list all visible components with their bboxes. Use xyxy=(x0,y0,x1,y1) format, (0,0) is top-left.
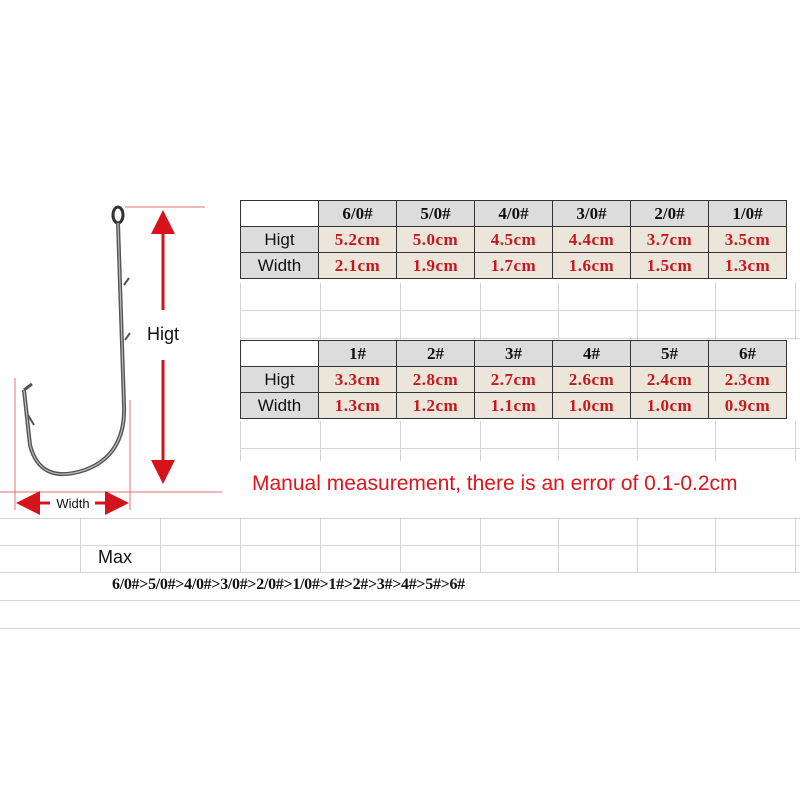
grid-line-h xyxy=(0,628,800,629)
measurement-cell: 1.3cm xyxy=(708,252,787,279)
measurement-cell: 2.1cm xyxy=(318,252,397,279)
measurement-cell: 3.5cm xyxy=(708,226,787,253)
measurement-cell: 1.9cm xyxy=(396,252,475,279)
hook-icon xyxy=(22,205,131,476)
corner-cell xyxy=(240,340,319,367)
grid-line-v xyxy=(795,283,796,340)
width-label: Width xyxy=(56,496,89,511)
grid-line-v xyxy=(80,518,81,572)
measurement-note: Manual measurement, there is an error of… xyxy=(252,472,738,495)
grid-line-v xyxy=(160,518,161,572)
table-row: Width 1.3cm 1.2cm 1.1cm 1.0cm 1.0cm 0.9cm xyxy=(240,392,787,419)
measurement-cell: 5.2cm xyxy=(318,226,397,253)
measurement-cell: 5.0cm xyxy=(396,226,475,253)
header-row: 6/0# 5/0# 4/0# 3/0# 2/0# 1/0# xyxy=(240,200,787,227)
grid-line-v xyxy=(240,518,241,572)
grid-line-v xyxy=(637,421,638,461)
grid-line-v xyxy=(715,421,716,461)
size-header: 6/0# xyxy=(318,200,397,227)
size-header: 5# xyxy=(630,340,709,367)
size-order: 6/0#>5/0#>4/0#>3/0#>2/0#>1/0#>1#>2#>3#>4… xyxy=(112,576,465,593)
measurement-cell: 4.4cm xyxy=(552,226,631,253)
max-label: Max xyxy=(98,547,133,567)
header-row: 1# 2# 3# 4# 5# 6# xyxy=(240,340,787,367)
size-table-small: 1# 2# 3# 4# 5# 6# Higt 3.3cm 2.8cm 2.7cm 2.6cm 2.4c… xyxy=(240,340,787,419)
size-header: 2# xyxy=(396,340,475,367)
measurement-cell: 3.3cm xyxy=(318,366,397,393)
grid-line-v xyxy=(480,421,481,461)
measurement-cell: 4.5cm xyxy=(474,226,553,253)
measurement-cell: 1.1cm xyxy=(474,392,553,419)
grid-line-v xyxy=(480,283,481,340)
grid-line-v xyxy=(240,283,241,340)
row-label: Higt xyxy=(240,366,319,393)
table-row: Higt 5.2cm 5.0cm 4.5cm 4.4cm 3.7cm 3.5cm xyxy=(240,226,787,253)
fishing-hook-diagram: Higt Width xyxy=(0,205,222,515)
grid-line-h xyxy=(240,338,800,339)
grid-line-v xyxy=(715,283,716,340)
grid-line-h xyxy=(0,572,800,573)
height-label: Higt xyxy=(147,324,179,344)
grid-line-v xyxy=(400,283,401,340)
table-row: Higt 3.3cm 2.8cm 2.7cm 2.6cm 2.4cm 2.3cm xyxy=(240,366,787,393)
grid-line-v xyxy=(240,421,241,461)
corner-cell xyxy=(240,200,319,227)
grid-line-v xyxy=(320,283,321,340)
table-row: Width 2.1cm 1.9cm 1.7cm 1.6cm 1.5cm 1.3cm xyxy=(240,252,787,279)
size-header: 4/0# xyxy=(474,200,553,227)
grid-line-v xyxy=(320,421,321,461)
grid-line-h xyxy=(0,600,800,601)
measurement-cell: 2.8cm xyxy=(396,366,475,393)
size-header: 3/0# xyxy=(552,200,631,227)
grid-line-v xyxy=(637,518,638,572)
grid-line-v xyxy=(400,518,401,572)
measurement-cell: 2.6cm xyxy=(552,366,631,393)
size-header: 1# xyxy=(318,340,397,367)
size-header: 4# xyxy=(552,340,631,367)
size-header: 6# xyxy=(708,340,787,367)
grid-line-v xyxy=(637,283,638,340)
measurement-cell: 3.7cm xyxy=(630,226,709,253)
row-label: Higt xyxy=(240,226,319,253)
grid-line-v xyxy=(480,518,481,572)
size-header: 1/0# xyxy=(708,200,787,227)
grid-line-h xyxy=(240,448,800,449)
grid-line-v xyxy=(795,518,796,572)
grid-line-v xyxy=(558,421,559,461)
row-label: Width xyxy=(240,392,319,419)
size-header: 3# xyxy=(474,340,553,367)
grid-line-v xyxy=(558,518,559,572)
grid-line-v xyxy=(400,421,401,461)
grid-line-h xyxy=(240,310,800,311)
measurement-cell: 1.0cm xyxy=(552,392,631,419)
measurement-cell: 1.6cm xyxy=(552,252,631,279)
size-header: 2/0# xyxy=(630,200,709,227)
measurement-cell: 2.7cm xyxy=(474,366,553,393)
measurement-cell: 1.5cm xyxy=(630,252,709,279)
measurement-cell: 1.0cm xyxy=(630,392,709,419)
grid-line-v xyxy=(795,421,796,461)
measurement-cell: 1.2cm xyxy=(396,392,475,419)
size-header: 5/0# xyxy=(396,200,475,227)
measurement-cell: 0.9cm xyxy=(708,392,787,419)
measurement-cell: 1.7cm xyxy=(474,252,553,279)
grid-line-v xyxy=(320,518,321,572)
grid-line-v xyxy=(715,518,716,572)
size-table-large: 6/0# 5/0# 4/0# 3/0# 2/0# 1/0# Higt 5.2cm 5.0cm 4.… xyxy=(240,200,787,279)
measurement-cell: 1.3cm xyxy=(318,392,397,419)
measurement-cell: 2.3cm xyxy=(708,366,787,393)
grid-line-v xyxy=(558,283,559,340)
measurement-cell: 2.4cm xyxy=(630,366,709,393)
row-label: Width xyxy=(240,252,319,279)
